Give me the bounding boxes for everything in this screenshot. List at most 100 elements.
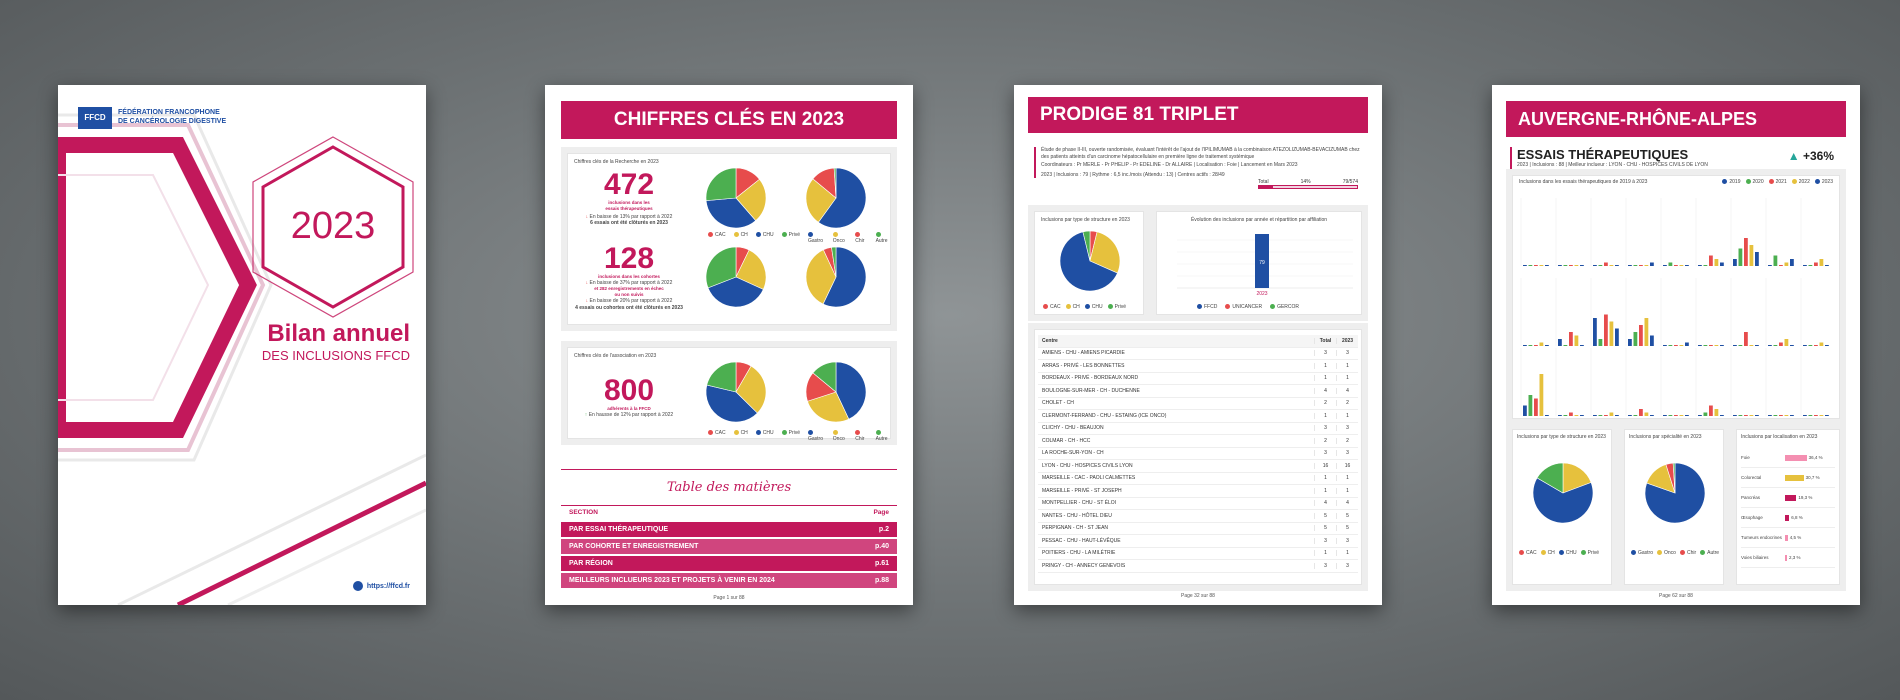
pie-slice bbox=[822, 246, 867, 308]
cover-graphic bbox=[58, 113, 426, 605]
bar bbox=[1668, 415, 1673, 416]
n472-note: 6 essais ont été clôturés en 2023 bbox=[590, 220, 668, 227]
bar bbox=[1628, 265, 1632, 266]
svg-text:2023: 2023 bbox=[1256, 291, 1267, 297]
bar bbox=[1698, 265, 1702, 266]
bar bbox=[1709, 405, 1713, 416]
table-row: CLERMONT-FERRAND - CHU - ESTAING (ICE ON… bbox=[1038, 410, 1358, 423]
pie-slice bbox=[705, 167, 737, 201]
n472-trend: En baisse de 13% par rapport à 2022 bbox=[589, 213, 673, 220]
years-legend: 2019 2020 2021 2022 2023 bbox=[1722, 179, 1833, 185]
list-item: Pancréas 19,3 % bbox=[1741, 488, 1835, 508]
evolution-bar-chart: 79 2023 bbox=[1177, 234, 1353, 297]
list-item: Foie 36,4 % bbox=[1741, 448, 1835, 468]
bar bbox=[1663, 345, 1667, 346]
table-row: POITIERS - CHU - LA MILÉTRIE 1 1 bbox=[1038, 548, 1358, 560]
bar bbox=[1628, 339, 1632, 346]
evolution-title: Évolution des inclusions par année et ré… bbox=[1190, 217, 1328, 223]
bar bbox=[1698, 415, 1702, 416]
bar bbox=[1580, 415, 1584, 416]
region-pie2-legend: Gastro Onco Chir Autre bbox=[1631, 550, 1719, 556]
bar bbox=[1744, 415, 1748, 416]
bar bbox=[1523, 345, 1527, 346]
table-row: PERPIGNAN - CH - ST JEAN 5 5 bbox=[1038, 523, 1358, 535]
bar bbox=[1633, 332, 1638, 346]
bar bbox=[1639, 409, 1643, 416]
pie-slice bbox=[812, 361, 837, 393]
cover-subtitle: DES INCLUSIONS FFCD bbox=[261, 348, 410, 363]
arrow-down-icon: ↓ bbox=[585, 279, 589, 286]
bar bbox=[1819, 259, 1824, 266]
bar bbox=[1644, 412, 1649, 416]
bar bbox=[1803, 265, 1807, 266]
bar bbox=[1633, 415, 1638, 416]
grid-chart-title: Inclusions dans les essais thérapeutique… bbox=[1519, 179, 1648, 185]
bar bbox=[1668, 262, 1673, 266]
legend-spec-2: Gastro Onco Chir Autre bbox=[808, 430, 890, 442]
bar bbox=[1803, 345, 1807, 346]
bar bbox=[1615, 328, 1619, 346]
bar bbox=[1574, 335, 1579, 346]
bar bbox=[1720, 262, 1724, 266]
toc-row[interactable]: PAR ESSAI THÉRAPEUTIQUE p.2 bbox=[561, 522, 897, 537]
bar bbox=[1545, 345, 1549, 346]
table-row: CLICHY - CHU - BEAUJON 3 3 bbox=[1038, 423, 1358, 435]
bar bbox=[1604, 415, 1608, 416]
bar bbox=[1784, 415, 1789, 416]
bar bbox=[1574, 265, 1579, 266]
pie-slice bbox=[1536, 462, 1564, 494]
bar bbox=[1709, 255, 1713, 266]
list-item: Colorectal 30,7 % bbox=[1741, 468, 1835, 488]
pie-slice bbox=[705, 384, 758, 423]
bar bbox=[1733, 415, 1737, 416]
association-card: Chiffres clés de l'association en 2023 8… bbox=[567, 347, 891, 442]
bar bbox=[1558, 415, 1562, 416]
bar bbox=[1768, 345, 1772, 346]
pie-slice bbox=[831, 246, 837, 278]
arrow-down-icon: ↓ bbox=[585, 298, 589, 305]
toc-row[interactable]: PAR RÉGION p.61 bbox=[561, 556, 897, 571]
region-header: AUVERGNE-RHÔNE-ALPES bbox=[1506, 101, 1846, 137]
pie-struct-cohortes bbox=[705, 246, 767, 308]
bar bbox=[1580, 345, 1584, 346]
evolution-legend: FFCD UNICANCER GERCOR bbox=[1197, 304, 1299, 310]
toc-row[interactable]: PAR COHORTE ET ENREGISTREMENT p.40 bbox=[561, 539, 897, 554]
bar bbox=[1733, 259, 1737, 266]
bar bbox=[1779, 265, 1783, 266]
toc-row[interactable]: MEILLEURS INCLUEURS 2023 ET PROJETS À VE… bbox=[561, 573, 897, 588]
bar bbox=[1534, 265, 1538, 266]
bar bbox=[1598, 415, 1603, 416]
bar bbox=[1545, 415, 1549, 416]
bar bbox=[1755, 415, 1759, 416]
loc-list: Foie 36,4 % Colorectal 30,7 % Pancréas 19,3 %… bbox=[1741, 448, 1835, 568]
bar bbox=[1738, 415, 1743, 416]
url-text: https://ffcd.fr bbox=[366, 582, 410, 590]
bar bbox=[1714, 259, 1719, 266]
keyfigures-header: CHIFFRES CLÉS EN 2023 bbox=[561, 101, 897, 139]
region-pie1-title: Inclusions par type de structure en 2023 bbox=[1517, 434, 1606, 440]
bar bbox=[1790, 415, 1794, 416]
bar bbox=[1698, 345, 1702, 346]
figure-128: 128 inclusions dans les cohortes ↓ En ba… bbox=[574, 244, 684, 311]
bar bbox=[1639, 265, 1643, 266]
cover-url[interactable]: https://ffcd.fr bbox=[352, 581, 410, 591]
bar bbox=[1674, 265, 1678, 266]
bar bbox=[1738, 248, 1743, 266]
number-472: 472 bbox=[603, 168, 655, 201]
bar bbox=[1569, 265, 1573, 266]
ffcd-logo: FFCD bbox=[78, 107, 112, 129]
bar bbox=[1523, 405, 1527, 416]
n128-trend2: En baisse de 20% par rapport à 2022 bbox=[589, 298, 673, 305]
bar bbox=[1825, 415, 1829, 416]
region-spec-pie bbox=[1644, 462, 1706, 524]
inclusions-grid-card: Inclusions dans les essais thérapeutique… bbox=[1512, 175, 1840, 419]
bar bbox=[1814, 345, 1818, 346]
region-pie2-title: Inclusions par spécialité en 2023 bbox=[1629, 434, 1702, 440]
bar bbox=[1674, 345, 1678, 346]
pie-slice bbox=[1532, 477, 1594, 524]
bar bbox=[1714, 345, 1719, 346]
bar bbox=[1650, 415, 1654, 416]
bar bbox=[1534, 345, 1538, 346]
bar bbox=[1558, 265, 1562, 266]
n128-note: 4 essais ou cohortes ont été clôturés en… bbox=[575, 304, 683, 311]
